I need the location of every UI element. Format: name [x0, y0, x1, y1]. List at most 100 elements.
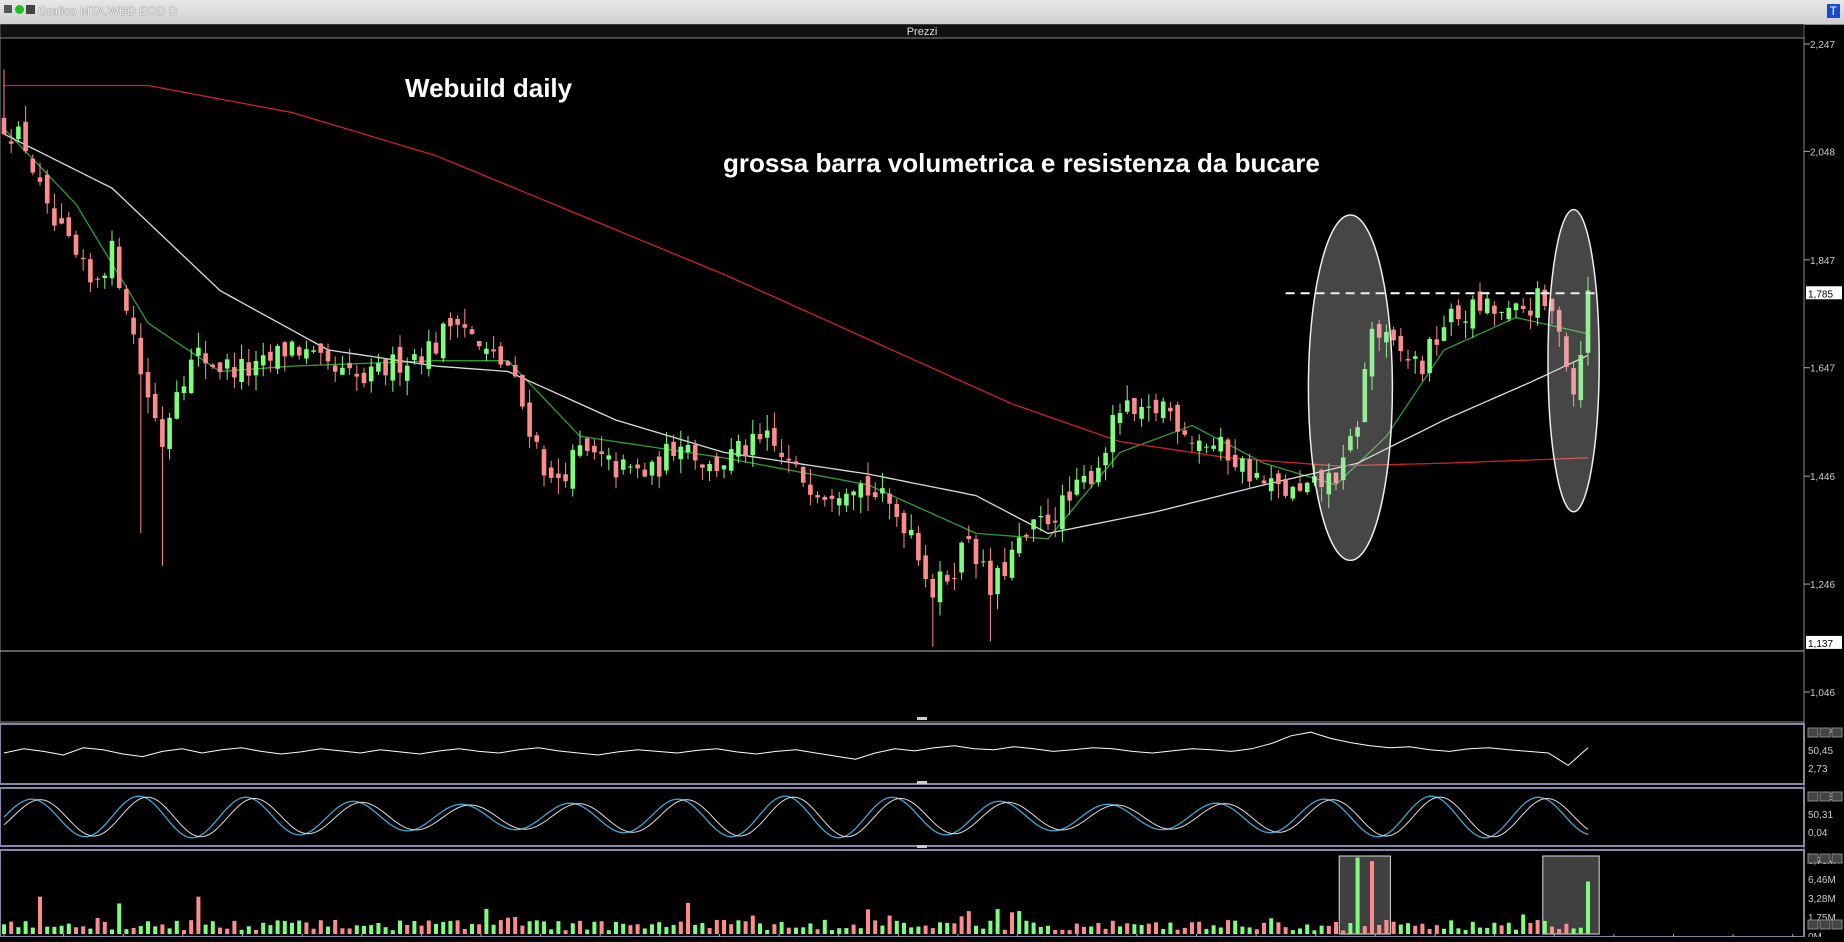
candle-body	[822, 496, 828, 500]
y-tick-label: 2,048	[1810, 147, 1835, 158]
volume-bar	[858, 928, 863, 934]
volume-bar	[1110, 920, 1115, 934]
candle-body	[1139, 407, 1144, 419]
volume-bar	[542, 921, 546, 934]
menu-icon[interactable]	[4, 5, 12, 13]
candle-body	[253, 360, 259, 376]
volume-bar	[974, 925, 978, 934]
volume-bar	[1463, 930, 1468, 934]
panel-handle[interactable]: ▬	[917, 840, 927, 851]
volume-bar	[203, 924, 208, 934]
panel-buttons[interactable]	[1807, 727, 1843, 930]
candle-body	[764, 430, 770, 438]
candle-body	[916, 532, 921, 561]
volume-bar	[311, 928, 316, 934]
volume-bar	[189, 920, 194, 934]
volume-bar	[916, 926, 921, 934]
volume-bar	[1060, 929, 1065, 934]
volume-bar	[1326, 925, 1331, 934]
candle-body	[714, 456, 720, 472]
candle-body	[217, 362, 223, 373]
price-panel	[0, 37, 1805, 723]
window-corner-label[interactable]: T	[1826, 4, 1840, 18]
volume-bar	[498, 920, 503, 934]
status-green-icon	[15, 5, 24, 14]
candle-body	[685, 445, 691, 453]
candle-body	[440, 323, 446, 359]
volume-bar	[1154, 922, 1158, 934]
candle-body	[1348, 436, 1353, 451]
candle-body	[1240, 458, 1245, 472]
candle-body	[584, 438, 590, 451]
volume-bar	[1355, 857, 1360, 934]
volume-bar	[470, 924, 474, 934]
volume-tick-label: 6,46M	[1808, 875, 1836, 886]
candle-body	[1391, 329, 1396, 341]
volume-tick-label: 1,75M	[1808, 913, 1836, 924]
volume-bar	[405, 924, 410, 934]
volume-bar	[506, 917, 510, 934]
candle-body	[1398, 335, 1404, 352]
candle-body	[289, 341, 295, 356]
volume-bar	[851, 924, 856, 934]
volume-bar	[1478, 927, 1482, 934]
candle-body	[1484, 298, 1490, 314]
candle-body	[548, 467, 554, 478]
candle-body	[973, 538, 979, 565]
candle-body	[750, 433, 756, 456]
volume-bar	[448, 920, 453, 934]
volume-bar	[1211, 925, 1216, 934]
candle-body	[959, 542, 964, 573]
candle-body	[556, 473, 561, 478]
candle-body	[808, 484, 813, 495]
candle-body	[656, 456, 662, 477]
candle-body	[1045, 514, 1051, 525]
volume-bar	[873, 920, 878, 934]
candle-body	[196, 347, 201, 356]
candle-body	[664, 443, 669, 471]
chart-canvas[interactable]: Prezzi ▬ ▬ ▬ Webuild daily grossa barra …	[0, 23, 1844, 942]
volume-bar	[1384, 919, 1389, 934]
candle-body	[246, 362, 252, 376]
candle-body	[1369, 328, 1375, 377]
volume-bar	[1485, 927, 1490, 934]
candle-body	[426, 341, 432, 369]
candle-body	[268, 351, 273, 361]
volume-bar	[88, 928, 93, 934]
volume-bar	[290, 922, 294, 934]
volume-bar	[714, 919, 719, 934]
candle-body	[1441, 327, 1447, 341]
candle-body	[1470, 299, 1476, 329]
y-tick-label: 1,246	[1810, 580, 1835, 591]
candle-body	[872, 492, 878, 497]
candle-body	[16, 126, 21, 140]
candle-body	[527, 402, 532, 437]
volume-bar	[686, 902, 690, 934]
volume-bar	[138, 926, 143, 934]
volume-bar	[1528, 922, 1533, 934]
volume-bar	[347, 928, 352, 934]
play-icon[interactable]	[26, 5, 35, 14]
volume-bar	[1571, 928, 1576, 934]
volume-bar	[369, 925, 374, 934]
candle-body	[498, 346, 504, 365]
volume-bar	[1456, 928, 1461, 934]
candle-body	[52, 208, 57, 226]
candle-body	[1376, 323, 1382, 338]
candle-body	[95, 278, 100, 280]
volume-bar	[167, 928, 172, 934]
volume-bar	[232, 920, 237, 934]
volume-bar	[38, 896, 42, 934]
volume-bar	[1362, 926, 1367, 934]
chart-area[interactable]: Prezzi ▬ ▬ ▬ Webuild daily grossa barra …	[0, 23, 1844, 942]
volume-bar	[1175, 929, 1180, 934]
volume-bar	[902, 922, 906, 934]
panel-handle[interactable]: ▬	[917, 776, 927, 787]
candle-body	[541, 449, 547, 476]
volume-bar	[642, 928, 647, 934]
volume-bar	[1283, 927, 1288, 934]
candle-body	[620, 459, 626, 470]
volume-bar	[700, 923, 705, 934]
candle-body	[995, 568, 1000, 595]
panel-handle[interactable]: ▬	[917, 712, 927, 723]
